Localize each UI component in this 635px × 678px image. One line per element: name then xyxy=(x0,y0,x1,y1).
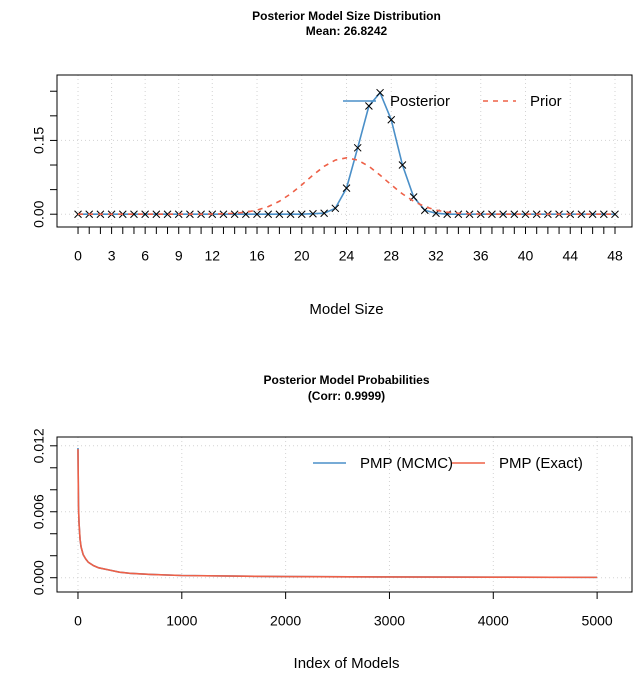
chart-title: Posterior Model Size Distribution xyxy=(252,9,441,23)
x-axis-label: Index of Models xyxy=(294,655,400,672)
x-tick-label: 6 xyxy=(141,248,149,264)
y-tick-label: 0.006 xyxy=(31,494,47,529)
chart-subtitle: Mean: 26.8242 xyxy=(306,24,388,38)
marker xyxy=(130,210,138,219)
x-tick-label: 20 xyxy=(294,248,310,264)
x-tick-label: 28 xyxy=(383,248,399,264)
marker xyxy=(275,210,284,219)
marker xyxy=(521,210,530,219)
marker xyxy=(264,210,273,219)
legend-label: Posterior xyxy=(390,93,450,110)
x-tick-label: 32 xyxy=(428,248,444,264)
x-tick-label: 24 xyxy=(339,248,355,264)
plot-frame xyxy=(56,436,633,593)
x-tick-label: 44 xyxy=(562,248,578,264)
marker xyxy=(499,210,507,219)
marker xyxy=(253,210,261,219)
marker xyxy=(309,209,317,218)
chart-subtitle: (Corr: 0.9999) xyxy=(308,389,385,403)
y-tick-label: 0.012 xyxy=(31,428,47,463)
marker xyxy=(577,210,586,219)
y-tick-label: 0.15 xyxy=(31,127,47,154)
marker xyxy=(611,210,619,219)
marker xyxy=(342,184,351,192)
marker xyxy=(286,210,295,219)
marker xyxy=(376,88,384,97)
marker xyxy=(599,210,608,219)
x-tick-label: 2000 xyxy=(270,613,301,629)
marker xyxy=(387,115,396,124)
marker xyxy=(365,102,373,110)
y-tick-label: 0.00 xyxy=(31,200,47,227)
marker xyxy=(74,210,82,219)
legend-label: PMP (MCMC) xyxy=(360,455,453,472)
marker xyxy=(230,210,239,219)
x-tick-label: 4000 xyxy=(478,613,509,629)
legend-label: PMP (Exact) xyxy=(499,455,583,472)
marker xyxy=(152,210,161,219)
marker xyxy=(398,161,407,169)
x-tick-label: 3000 xyxy=(374,613,405,629)
marker xyxy=(320,209,328,218)
x-tick-label: 48 xyxy=(607,248,623,264)
x-tick-label: 40 xyxy=(518,248,534,264)
legend-label: Prior xyxy=(530,93,562,110)
plot-frame xyxy=(56,74,633,228)
x-tick-label: 12 xyxy=(204,248,220,264)
marker xyxy=(331,204,340,213)
marker xyxy=(488,210,496,219)
x-axis-label: Model Size xyxy=(309,301,383,318)
marker xyxy=(454,210,463,219)
x-tick-label: 0 xyxy=(74,613,82,629)
marker xyxy=(353,143,362,152)
marker xyxy=(163,210,172,219)
marker xyxy=(588,210,597,219)
x-tick-label: 1000 xyxy=(166,613,197,629)
x-tick-label: 5000 xyxy=(582,613,613,629)
x-tick-label: 16 xyxy=(249,248,265,264)
x-tick-label: 9 xyxy=(175,248,183,264)
series-line xyxy=(77,449,598,579)
marker xyxy=(141,210,150,219)
x-tick-label: 0 xyxy=(74,248,82,264)
series-line xyxy=(78,157,615,216)
x-tick-label: 36 xyxy=(473,248,489,264)
marker xyxy=(219,210,228,219)
chart-title: Posterior Model Probabilities xyxy=(263,373,429,387)
y-tick-label: 0.000 xyxy=(31,560,47,595)
marker xyxy=(297,210,306,219)
marker xyxy=(510,210,519,219)
x-tick-label: 3 xyxy=(108,248,116,264)
